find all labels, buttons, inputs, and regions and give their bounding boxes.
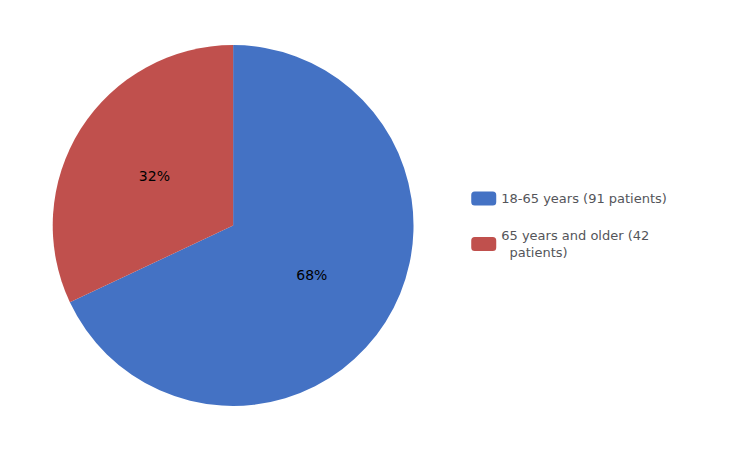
svg-text:patients): patients) <box>501 245 567 260</box>
svg-text:68%: 68% <box>296 267 327 283</box>
svg-text:32%: 32% <box>139 168 170 184</box>
svg-text:18-65 years (91 patients): 18-65 years (91 patients) <box>501 191 667 206</box>
svg-text:65 years and older (42: 65 years and older (42 <box>501 228 649 243</box>
